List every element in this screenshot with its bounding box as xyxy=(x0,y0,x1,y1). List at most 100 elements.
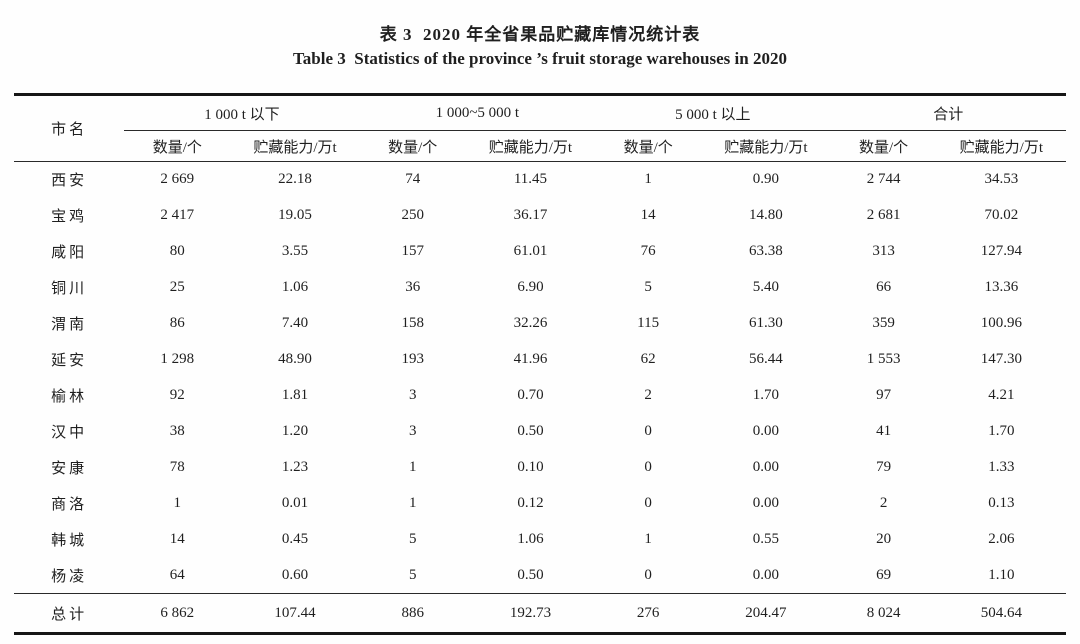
data-cell: 36 xyxy=(405,279,421,295)
data-cell: 25 xyxy=(169,279,185,295)
data-cell: 32.26 xyxy=(513,315,548,331)
data-cell: 1.06 xyxy=(517,531,544,547)
table-row: 汉中 38 1.20 3 0.50 0 0.00 41 1.70 xyxy=(14,414,1066,450)
data-cell: 1.81 xyxy=(281,387,309,403)
data-cell: 2 744 xyxy=(866,171,901,188)
column-header-capacity: 贮藏能力/万t xyxy=(465,130,596,162)
data-cell: 66 xyxy=(876,279,892,295)
table-row: 铜川 25 1.06 36 6.90 5 5.40 66 13.36 xyxy=(14,270,1066,306)
total-cell: 8 024 xyxy=(830,593,937,634)
city-name: 韩城 xyxy=(51,533,88,549)
data-cell: 13.36 xyxy=(984,279,1019,295)
data-cell: 157 xyxy=(401,243,424,259)
data-cell: 1.70 xyxy=(752,387,779,403)
data-cell: 63.38 xyxy=(749,243,783,259)
total-row: 总计 6 862 107.44 886 192.73 276 204.47 8 … xyxy=(14,593,1066,634)
table-row: 榆林 92 1.81 3 0.70 2 1.70 97 4.21 xyxy=(14,378,1066,414)
city-name: 杨凌 xyxy=(51,568,88,585)
total-cell: 107.44 xyxy=(230,593,360,634)
data-cell: 38 xyxy=(169,423,185,439)
data-cell: 2 xyxy=(879,495,888,511)
data-cell: 48.90 xyxy=(278,351,312,367)
data-cell: 1 xyxy=(408,459,417,475)
data-cell: 7.40 xyxy=(281,315,309,331)
city-name: 汉中 xyxy=(51,425,88,441)
data-cell: 20 xyxy=(876,531,892,547)
column-header-quantity: 数量/个 xyxy=(830,130,937,162)
data-cell: 1 553 xyxy=(866,351,901,367)
data-cell: 0.01 xyxy=(281,495,309,511)
data-cell: 41 xyxy=(876,423,892,439)
sub-header-row: 数量/个 贮藏能力/万t 数量/个 贮藏能力/万t 数量/个 贮藏能力/万t 数… xyxy=(14,130,1066,162)
city-name: 榆林 xyxy=(51,389,88,405)
data-cell: 2 669 xyxy=(160,171,195,188)
data-cell: 97 xyxy=(876,387,892,403)
data-cell: 2 xyxy=(644,387,652,403)
data-cell: 100.96 xyxy=(980,315,1022,331)
data-cell: 147.30 xyxy=(980,351,1022,367)
table-row: 西安 2 669 22.18 74 11.45 1 0.90 2 744 34.53 xyxy=(14,162,1066,198)
data-cell: 0.12 xyxy=(517,495,544,511)
data-cell: 22.18 xyxy=(278,171,312,188)
table-row: 安康 78 1.23 1 0.10 0 0.00 79 1.33 xyxy=(14,450,1066,486)
group-header-row: 市名 1 000 t 以下 1 000~5 000 t 5 000 t 以上 合… xyxy=(14,94,1066,162)
data-cell: 0.10 xyxy=(517,459,544,475)
city-name: 安康 xyxy=(51,461,88,477)
data-cell: 41.96 xyxy=(513,351,548,367)
data-cell: 313 xyxy=(872,243,895,259)
data-cell: 14.80 xyxy=(749,207,783,223)
table-row: 商洛 1 0.01 1 0.12 0 0.00 2 0.13 xyxy=(14,486,1066,522)
data-cell: 0.50 xyxy=(517,423,544,439)
data-cell: 0 xyxy=(644,566,652,583)
data-cell: 1 xyxy=(173,495,182,511)
city-name: 延安 xyxy=(51,353,88,369)
data-cell: 1.20 xyxy=(281,423,309,439)
data-cell: 5 xyxy=(644,279,652,295)
total-label: 总计 xyxy=(14,593,125,634)
data-cell: 127.94 xyxy=(980,243,1022,259)
data-cell: 158 xyxy=(401,315,424,331)
table-header: 市名 1 000 t 以下 1 000~5 000 t 5 000 t 以上 合… xyxy=(14,94,1066,162)
data-cell: 0.00 xyxy=(752,459,779,475)
total-cell: 204.47 xyxy=(701,593,831,634)
data-cell: 6.90 xyxy=(517,279,544,295)
city-name: 咸阳 xyxy=(51,245,88,261)
data-cell: 2 681 xyxy=(866,207,901,223)
column-header-quantity: 数量/个 xyxy=(359,130,466,162)
data-cell: 69 xyxy=(876,566,892,583)
data-cell: 64 xyxy=(169,566,185,583)
data-cell: 76 xyxy=(640,243,656,259)
data-cell: 78 xyxy=(169,459,185,475)
table-title-chinese: 表 3 2020 年全省果品贮藏库情况统计表 xyxy=(379,25,701,44)
data-cell: 0.60 xyxy=(281,566,309,583)
data-cell: 11.45 xyxy=(513,171,548,188)
data-cell: 1.06 xyxy=(281,279,309,295)
data-cell: 1.10 xyxy=(988,566,1015,583)
data-cell: 359 xyxy=(872,315,895,331)
column-header-city: 市名 xyxy=(14,94,125,162)
data-cell: 92 xyxy=(169,387,185,403)
data-cell: 56.44 xyxy=(749,351,783,367)
table-row: 宝鸡 2 417 19.05 250 36.17 14 14.80 2 681 70.02 xyxy=(14,198,1066,234)
data-cell: 1 xyxy=(408,495,417,511)
table-row: 渭南 86 7.40 158 32.26 115 61.30 359 100.96 xyxy=(14,306,1066,342)
data-cell: 1.23 xyxy=(281,459,309,475)
data-cell: 0 xyxy=(644,459,652,475)
data-cell: 61.30 xyxy=(749,315,783,331)
data-cell: 0.45 xyxy=(281,531,309,547)
data-cell: 3 xyxy=(408,423,417,439)
table-row: 咸阳 80 3.55 157 61.01 76 63.38 313 127.94 xyxy=(14,234,1066,270)
data-cell: 3.55 xyxy=(281,243,309,259)
column-header-quantity: 数量/个 xyxy=(595,130,702,162)
data-cell: 14 xyxy=(169,531,185,547)
table-body: 西安 2 669 22.18 74 11.45 1 0.90 2 744 34.53 宝鸡 2 41… xyxy=(14,162,1066,594)
total-cell: 276 xyxy=(595,593,702,634)
data-cell: 14 xyxy=(640,207,656,223)
column-header-capacity: 贮藏能力/万t xyxy=(936,130,1066,162)
data-cell: 19.05 xyxy=(278,207,312,223)
column-group-over-5000t: 5 000 t 以上 xyxy=(595,94,831,131)
total-cell: 6 862 xyxy=(124,593,231,634)
data-cell: 2.06 xyxy=(988,531,1015,547)
data-cell: 5 xyxy=(408,531,417,547)
data-cell: 0.70 xyxy=(517,387,544,403)
